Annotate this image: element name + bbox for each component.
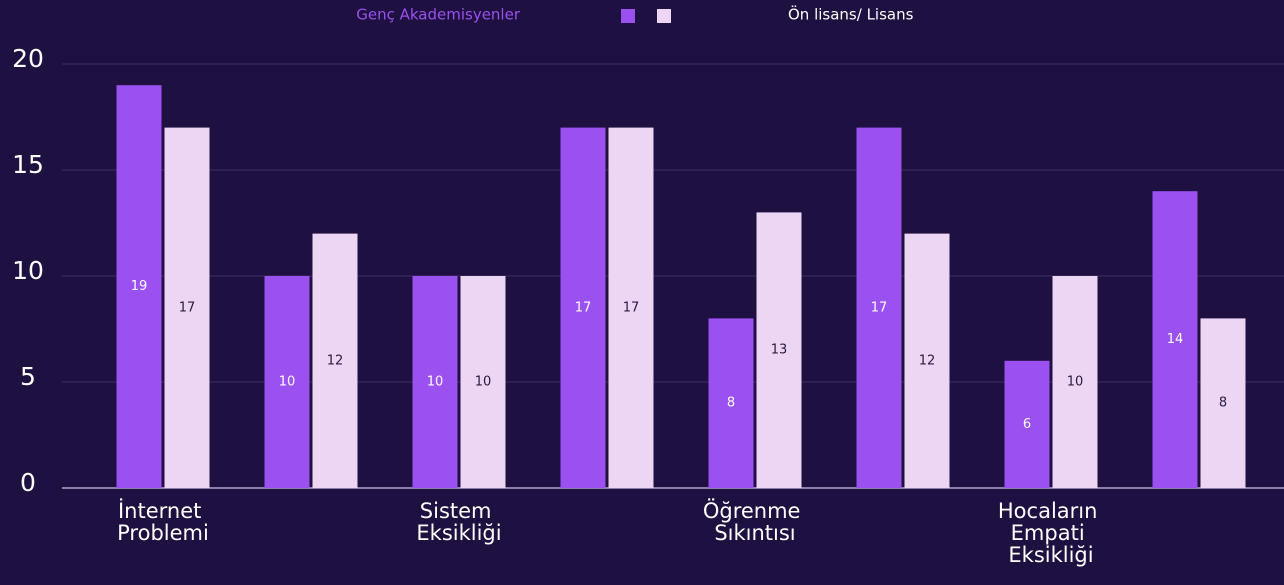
data-label: 17 (871, 300, 888, 315)
bar (312, 233, 358, 488)
y-tick-label: 5 (20, 362, 36, 391)
data-label: 12 (327, 353, 344, 368)
data-label: 17 (623, 300, 640, 315)
bar (460, 276, 506, 488)
legend-label: Genç Akademisyenler (356, 6, 521, 24)
bar (1052, 276, 1098, 488)
x-tick-label: İnternet Problemi (117, 498, 209, 545)
x-tick-label: Öğrenme Sıkıntısı (703, 498, 807, 545)
data-label: 10 (475, 375, 492, 390)
data-label: 8 (1219, 396, 1227, 411)
data-label: 19 (131, 279, 148, 294)
data-label: 10 (1067, 375, 1084, 390)
bar (756, 212, 802, 488)
x-tick-label: Hocaların Empati Eksikliği (998, 499, 1104, 567)
y-tick-label: 20 (12, 44, 44, 73)
data-label: 17 (575, 300, 592, 315)
y-tick-label: 10 (12, 256, 44, 285)
bar (116, 85, 162, 488)
bar (608, 127, 654, 488)
data-label: 17 (179, 300, 196, 315)
bar (164, 127, 210, 488)
data-label: 12 (919, 353, 936, 368)
data-label: 10 (279, 375, 296, 390)
x-tick-label: Sistem Eksikliği (416, 499, 501, 545)
legend-swatch (621, 9, 635, 23)
bar (560, 127, 606, 488)
data-label: 14 (1167, 332, 1184, 347)
data-label: 6 (1023, 417, 1031, 432)
bar (708, 318, 754, 488)
data-label: 8 (727, 396, 735, 411)
bar (1200, 318, 1246, 488)
bar (412, 276, 458, 488)
bar (856, 127, 902, 488)
legend-label: Ön lisans/ Lisans (788, 5, 914, 24)
data-label: 13 (771, 343, 788, 358)
data-label: 10 (427, 375, 444, 390)
y-tick-label: 15 (12, 150, 44, 179)
legend-swatch (657, 9, 671, 23)
y-tick-label: 0 (20, 468, 36, 497)
bar (1004, 360, 1050, 488)
bar (904, 233, 950, 488)
bar (264, 276, 310, 488)
bar (1152, 191, 1198, 488)
